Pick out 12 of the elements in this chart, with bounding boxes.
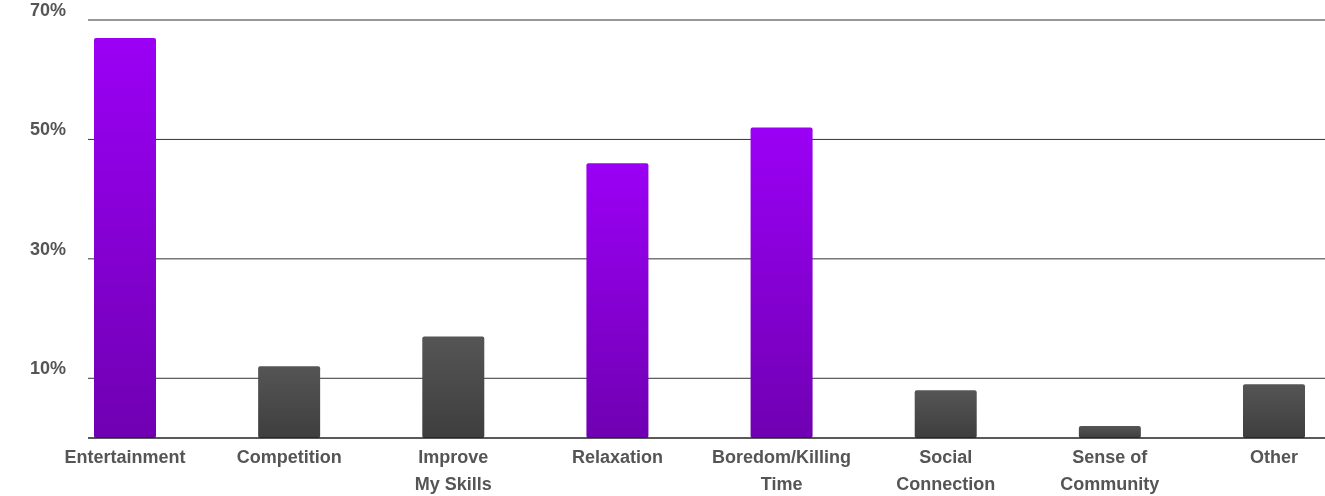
x-tick-label: Competition: [236, 447, 342, 467]
y-tick-label: 30%: [29, 238, 67, 259]
x-tick-label: Improve My Skills: [414, 447, 492, 494]
y-tick-label: 50%: [29, 119, 67, 140]
x-tick-label: Entertainment: [64, 447, 186, 467]
x-tick-label: Sense of Community: [1060, 447, 1160, 494]
x-tick-label: Social Connection: [896, 447, 996, 494]
y-tick-label: 70%: [29, 0, 67, 20]
x-tick-label: Other: [1249, 447, 1299, 467]
y-tick-label: 10%: [29, 358, 67, 379]
x-tick-label: Boredom/Killing Time: [712, 447, 852, 494]
x-tick-label: Relaxation: [571, 447, 663, 467]
